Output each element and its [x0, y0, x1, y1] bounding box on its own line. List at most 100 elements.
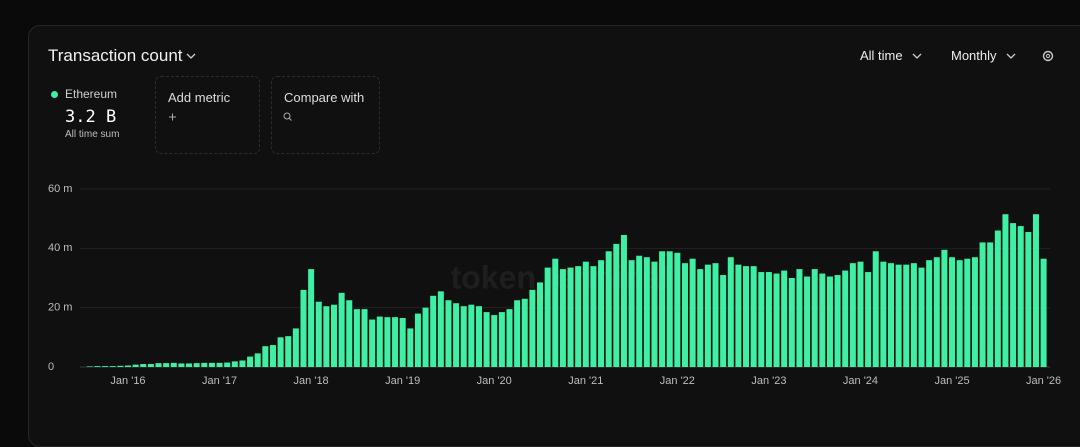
bar: [765, 272, 772, 367]
bar: [125, 365, 131, 367]
bar: [720, 275, 727, 367]
add-metric[interactable]: Add metric: [155, 76, 260, 154]
bar: [1002, 214, 1009, 367]
bar: [506, 309, 513, 367]
bar: [880, 261, 887, 367]
bar: [582, 261, 589, 367]
interval-select[interactable]: Monthly: [951, 48, 997, 63]
bar: [659, 251, 666, 367]
bar: [704, 264, 711, 367]
bar: [170, 362, 177, 367]
bar: [224, 362, 231, 367]
bar: [239, 360, 246, 367]
bar: [681, 263, 688, 367]
bar: [865, 272, 872, 367]
bar: [201, 362, 208, 367]
bar: [483, 312, 490, 367]
compare-label: Compare with: [284, 90, 365, 105]
bar: [689, 258, 696, 367]
bar: [529, 289, 536, 367]
bar: [1017, 226, 1024, 367]
bar: [590, 266, 597, 367]
card: [28, 25, 1080, 447]
y-tick-label: 40 m: [48, 242, 72, 254]
bar: [819, 273, 826, 367]
bar: [414, 313, 421, 367]
bar: [285, 336, 292, 367]
bar: [910, 263, 917, 367]
chart-title[interactable]: Transaction count: [48, 46, 183, 65]
x-tick-label: Jan '21: [568, 375, 603, 387]
x-tick-label: Jan '22: [660, 375, 695, 387]
bar: [1025, 232, 1032, 367]
bar: [460, 306, 467, 367]
add-metric-label: Add metric: [168, 90, 231, 105]
bar: [636, 255, 643, 367]
bar: [933, 257, 940, 367]
bar: [117, 365, 124, 367]
bar: [727, 257, 734, 367]
bar: [308, 269, 315, 367]
bar: [430, 295, 437, 367]
bar: [964, 258, 971, 367]
bar: [216, 362, 223, 367]
bar: [773, 273, 780, 367]
bar: [346, 300, 353, 367]
y-tick-label: 0: [48, 361, 54, 373]
range-select[interactable]: All time: [860, 48, 903, 63]
summary-caption: All time sum: [65, 129, 120, 140]
bar: [781, 270, 788, 367]
bar: [262, 346, 269, 367]
bar: [743, 266, 750, 367]
bar: [926, 260, 933, 367]
bar: [514, 300, 521, 367]
bar: [575, 266, 582, 367]
x-tick-label: Jan '25: [934, 375, 969, 387]
x-tick-label: Jan '16: [110, 375, 145, 387]
page: {"header": {"title": "Transaction count"…: [28, 25, 1080, 447]
bar: [369, 319, 376, 367]
bar: [918, 267, 925, 367]
x-tick-label: Jan '18: [294, 375, 329, 387]
bar: [338, 292, 345, 367]
bar: [1010, 223, 1017, 367]
summary-value: 3.2 B: [65, 107, 117, 127]
bar: [392, 317, 399, 367]
compare-with[interactable]: Compare with: [271, 76, 380, 154]
bar: [315, 301, 322, 367]
y-tick-label: 20 m: [48, 302, 72, 314]
bar: [552, 258, 559, 367]
bar: [697, 269, 704, 367]
y-tick-label: 60 m: [48, 183, 72, 195]
bar: [193, 363, 200, 367]
bar: [994, 230, 1001, 367]
bar: [109, 366, 116, 367]
bar: [956, 260, 963, 367]
bar: [903, 264, 910, 367]
bar: [94, 366, 101, 367]
bar: [300, 289, 307, 367]
bar: [544, 267, 551, 367]
x-tick-label: Jan '19: [385, 375, 420, 387]
bar: [491, 315, 498, 367]
bar: [331, 304, 338, 367]
bar: [804, 276, 811, 367]
bar: [750, 266, 757, 367]
bar: [872, 251, 879, 367]
bar: [758, 272, 765, 367]
bar: [132, 364, 139, 367]
bar: [437, 291, 444, 367]
bar: [353, 309, 360, 367]
legend-dot: [51, 91, 58, 98]
bar: [811, 269, 818, 367]
bar: [788, 278, 795, 367]
bar: [537, 282, 544, 367]
bar: [384, 317, 391, 367]
bar: [475, 306, 482, 367]
bar: [407, 328, 414, 367]
bar: [498, 312, 505, 367]
bar: [376, 316, 383, 367]
bar: [949, 257, 956, 367]
bar: [269, 345, 276, 367]
legend-label: Ethereum: [65, 87, 118, 101]
